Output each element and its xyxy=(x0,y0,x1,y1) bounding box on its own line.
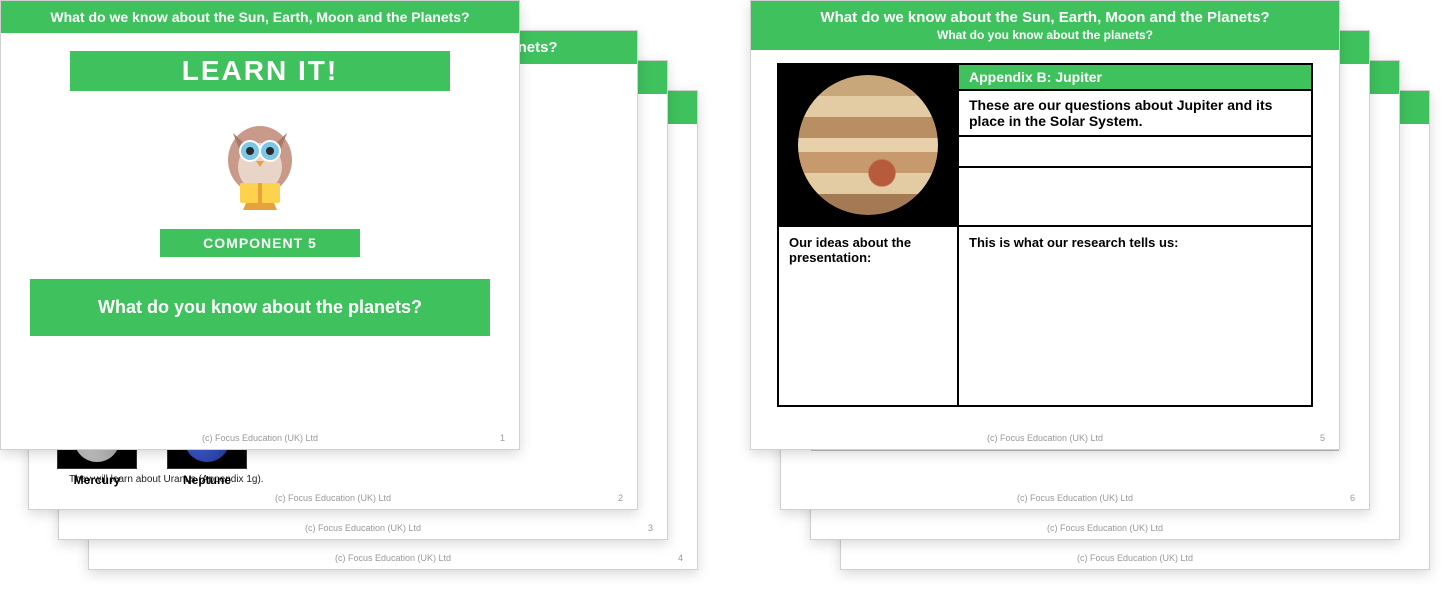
slide-footer: (c) Focus Education (UK) Ltd 5 xyxy=(751,433,1339,443)
slide-header: What do we know about the Sun, Earth, Mo… xyxy=(751,1,1339,50)
page-number: 5 xyxy=(1320,433,1325,443)
footer-text: (c) Focus Education (UK) Ltd xyxy=(305,523,421,533)
page-number: 4 xyxy=(678,553,683,563)
right-slide-1: What do we know about the Sun, Earth, Mo… xyxy=(750,0,1340,450)
slide-title: What do we know about the Sun, Earth, Mo… xyxy=(763,9,1327,26)
jupiter-image xyxy=(779,65,959,225)
planet-label: Mercury xyxy=(57,473,137,487)
jupiter-icon xyxy=(798,75,938,215)
learn-it-banner: LEARN IT! xyxy=(70,51,450,91)
ideas-label: Our ideas about the presentation: xyxy=(779,227,959,405)
appendix-box: Appendix B: Jupiter These are our questi… xyxy=(777,63,1313,407)
slide-footer: (c) Focus Education (UK) Ltd 1 xyxy=(1,433,519,443)
blank-line xyxy=(959,168,1311,197)
footer-text: (c) Focus Education (UK) Ltd xyxy=(335,553,451,563)
slide-footer: (c) Focus Education (UK) Ltd 6 xyxy=(781,493,1369,503)
footer-text: (c) Focus Education (UK) Ltd xyxy=(1017,493,1133,503)
planet-label: Neptune xyxy=(167,473,247,487)
lesson-question-banner: What do you know about the planets? xyxy=(30,279,490,336)
page-number: 2 xyxy=(618,493,623,503)
slide-title: What do we know about the Sun, Earth, Mo… xyxy=(13,9,507,25)
page-number: 3 xyxy=(648,523,653,533)
slide-footer: (c) Focus Education (UK) Ltd xyxy=(811,523,1399,533)
appendix-text-col: Appendix B: Jupiter These are our questi… xyxy=(959,65,1311,225)
page-number: 1 xyxy=(500,433,505,443)
blank-line xyxy=(959,137,1311,168)
slide-subtitle: What do you know about the planets? xyxy=(763,28,1327,42)
research-label: This is what our research tells us: xyxy=(959,227,1311,405)
appendix-title: Appendix B: Jupiter xyxy=(959,65,1311,91)
appendix-bottom-row: Our ideas about the presentation: This i… xyxy=(779,225,1311,405)
slide-footer: (c) Focus Education (UK) Ltd xyxy=(841,553,1429,563)
footer-text: (c) Focus Education (UK) Ltd xyxy=(1047,523,1163,533)
blank-line xyxy=(959,196,1311,225)
page-number: 6 xyxy=(1350,493,1355,503)
left-slide-1: What do we know about the Sun, Earth, Mo… xyxy=(0,0,520,450)
component-banner: COMPONENT 5 xyxy=(160,229,360,257)
slide-header: What do we know about the Sun, Earth, Mo… xyxy=(1,1,519,33)
slide-footer: (c) Focus Education (UK) Ltd 2 xyxy=(29,493,637,503)
owl-icon xyxy=(210,105,310,215)
footer-text: (c) Focus Education (UK) Ltd xyxy=(275,493,391,503)
footer-text: (c) Focus Education (UK) Ltd xyxy=(1077,553,1193,563)
appendix-question-text: These are our questions about Jupiter an… xyxy=(959,91,1311,137)
appendix-top-row: Appendix B: Jupiter These are our questi… xyxy=(779,65,1311,225)
footer-text: (c) Focus Education (UK) Ltd xyxy=(987,433,1103,443)
footer-text: (c) Focus Education (UK) Ltd xyxy=(202,433,318,443)
slide-footer: (c) Focus Education (UK) Ltd 4 xyxy=(89,553,697,563)
slide-footer: (c) Focus Education (UK) Ltd 3 xyxy=(59,523,667,533)
